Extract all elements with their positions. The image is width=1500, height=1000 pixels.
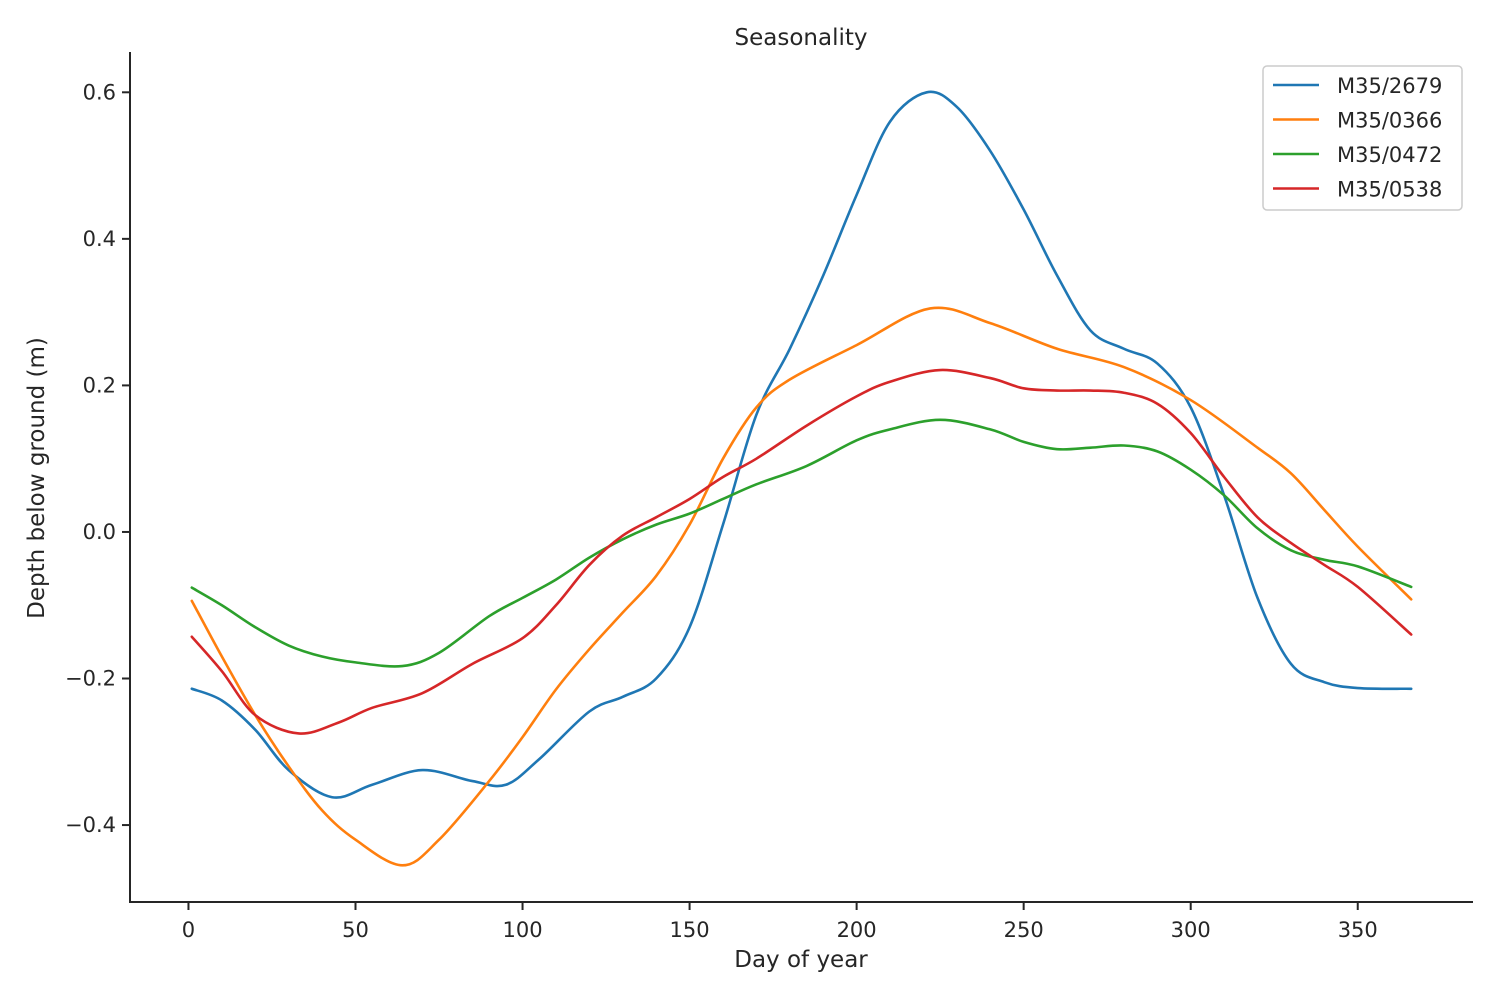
y-tick-label: 0.6 xyxy=(83,80,116,104)
y-tick-label: 0.4 xyxy=(83,227,116,251)
x-tick-label: 100 xyxy=(502,918,542,942)
x-tick-label: 150 xyxy=(670,918,710,942)
x-axis: 0 50 100 150 200 250 300 350 xyxy=(129,901,1473,942)
legend-items: M35/2679 M35/0366 M35/0472 M35/0538 xyxy=(1273,74,1442,202)
legend-frame xyxy=(1262,65,1463,211)
series-line-m35-0366 xyxy=(190,306,1413,867)
plot-area xyxy=(190,90,1413,867)
series-line-m35-2679 xyxy=(190,90,1413,799)
x-tick-label: 0 xyxy=(182,918,195,942)
chart-title: Seasonality xyxy=(735,25,868,51)
legend-label: M35/0472 xyxy=(1337,143,1442,167)
x-tick-label: 350 xyxy=(1338,918,1378,942)
x-tick-label: 300 xyxy=(1171,918,1211,942)
legend-label: M35/0366 xyxy=(1337,109,1442,133)
y-tick-label: −0.2 xyxy=(65,667,116,691)
x-tick-label: 200 xyxy=(837,918,877,942)
legend-label: M35/2679 xyxy=(1337,74,1442,98)
legend: M35/2679 M35/0366 M35/0472 M35/0538 xyxy=(1262,65,1463,211)
series-line-m35-0472 xyxy=(190,418,1413,668)
y-tick-label: 0.2 xyxy=(83,373,116,397)
x-tick-label: 50 xyxy=(342,918,369,942)
y-axis-title: Depth below ground (m) xyxy=(24,337,50,619)
x-axis-title: Day of year xyxy=(734,947,868,973)
y-axis: −0.4 −0.2 0.0 0.2 0.4 0.6 xyxy=(65,52,131,903)
legend-label: M35/0538 xyxy=(1337,178,1442,202)
y-tick-label: −0.4 xyxy=(65,813,116,837)
series-line-m35-0538 xyxy=(190,368,1413,735)
y-ticks: −0.4 −0.2 0.0 0.2 0.4 0.6 xyxy=(65,80,130,837)
x-tick-label: 250 xyxy=(1004,918,1044,942)
y-tick-label: 0.0 xyxy=(83,520,116,544)
x-ticks: 0 50 100 150 200 250 300 350 xyxy=(182,902,1378,942)
